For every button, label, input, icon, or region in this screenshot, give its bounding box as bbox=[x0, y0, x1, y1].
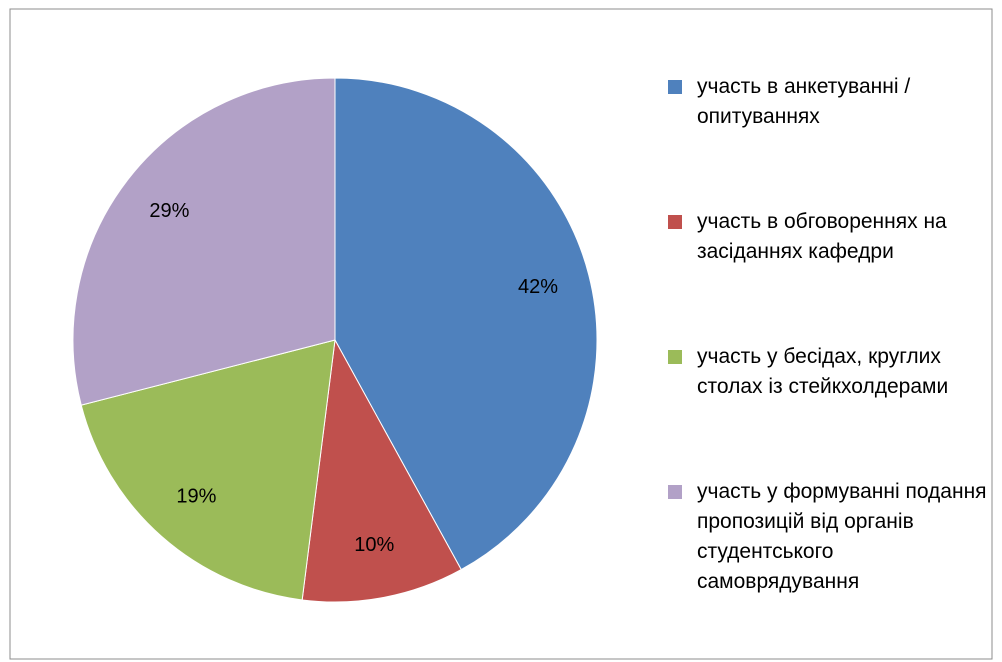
data-label: 10% bbox=[354, 534, 394, 556]
legend-label: участь у бесідах, круглих столах із стей… bbox=[697, 345, 949, 398]
legend-swatch bbox=[668, 215, 682, 229]
data-label: 29% bbox=[149, 200, 189, 222]
legend-swatch bbox=[668, 350, 682, 364]
legend-item: участь в анкетуванні / опитуваннях bbox=[668, 72, 988, 207]
legend-item: участь у формуванні подання пропозицій в… bbox=[668, 477, 988, 612]
chart-border bbox=[9, 8, 993, 660]
data-label: 42% bbox=[518, 276, 558, 298]
legend-swatch bbox=[668, 80, 682, 94]
pie-slice bbox=[301, 338, 462, 603]
data-label: 19% bbox=[176, 486, 216, 508]
legend-label: участь в анкетуванні / опитуваннях bbox=[697, 75, 911, 128]
legend-item: участь в обговореннях на засіданнях кафе… bbox=[668, 207, 988, 342]
legend-item: участь у бесідах, круглих столах із стей… bbox=[668, 342, 988, 477]
pie-slice bbox=[72, 77, 336, 406]
pie-slice bbox=[80, 339, 336, 601]
pie-slice bbox=[334, 77, 598, 571]
legend-label: участь в обговореннях на засіданнях кафе… bbox=[697, 210, 947, 263]
legend-swatch bbox=[668, 485, 682, 499]
legend-label: участь у формуванні подання пропозицій в… bbox=[697, 480, 987, 593]
legend: участь в анкетуванні / опитуваннях участь… bbox=[668, 72, 988, 612]
